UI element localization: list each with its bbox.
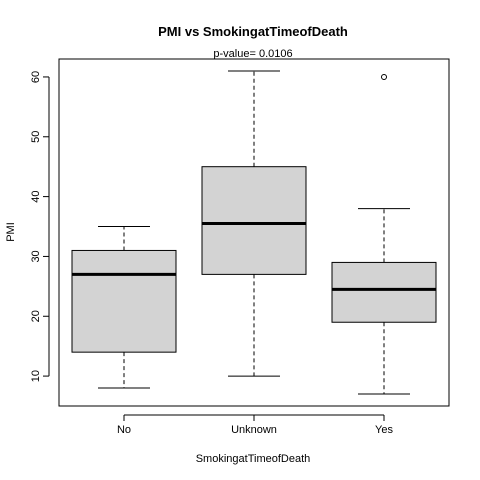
chart-title: PMI vs SmokingatTimeofDeath (158, 24, 348, 39)
iqr-box (332, 262, 436, 322)
box-unknown (202, 71, 306, 376)
y-tick-label: 60 (30, 71, 42, 83)
iqr-box (202, 167, 306, 275)
x-tick-label: Unknown (231, 424, 277, 436)
y-tick-label: 20 (30, 310, 42, 322)
y-tick-label: 50 (30, 131, 42, 143)
x-tick-label: No (117, 424, 131, 436)
y-axis-label: PMI (5, 222, 17, 242)
y-tick-label: 40 (30, 190, 42, 202)
y-axis: 10 20 30 40 50 60 (30, 71, 49, 382)
x-axis-label: SmokingatTimeofDeath (196, 453, 311, 465)
boxes-group (72, 71, 436, 394)
box-yes (332, 74, 436, 394)
y-tick-label: 10 (30, 370, 42, 382)
outlier-point (382, 74, 387, 79)
iqr-box (72, 250, 176, 352)
x-tick-label: Yes (375, 424, 393, 436)
y-tick-label: 30 (30, 250, 42, 262)
x-axis: No Unknown Yes (117, 415, 393, 436)
box-no (72, 227, 176, 389)
chart-subtitle: p-value= 0.0106 (213, 48, 292, 60)
